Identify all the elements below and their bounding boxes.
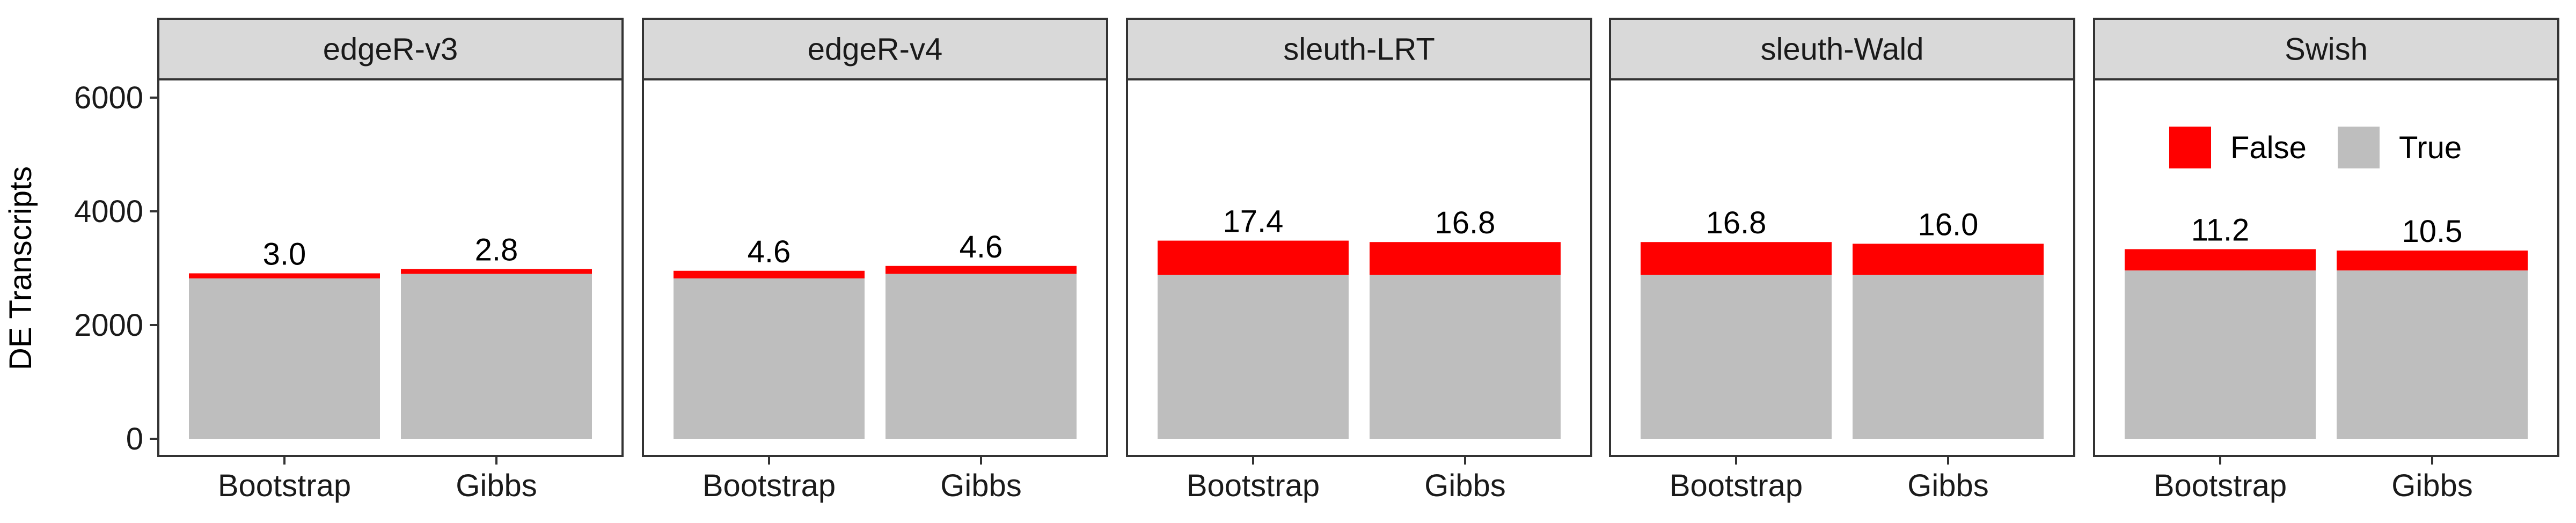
facet-strip: [1126, 18, 1592, 80]
y-tick-label: 4000: [74, 194, 143, 229]
x-tick-label: Gibbs: [456, 468, 537, 503]
x-tick-label: Bootstrap: [1187, 468, 1320, 503]
facet-strip: [642, 18, 1108, 80]
x-tick-label: Bootstrap: [1670, 468, 1803, 503]
facet-strip-label: sleuth-LRT: [1283, 32, 1435, 67]
x-tick-label: Gibbs: [940, 468, 1022, 503]
bar-segment-true: [189, 278, 380, 439]
legend-label-true: True: [2399, 130, 2462, 165]
facet-strip-label: sleuth-Wald: [1760, 32, 1923, 67]
bar-data-label: 16.0: [1918, 207, 1979, 242]
legend-swatch-true: [2338, 127, 2380, 168]
x-tick-label: Bootstrap: [2154, 468, 2287, 503]
x-tick-label: Gibbs: [2391, 468, 2473, 503]
bar-data-label: 16.8: [1706, 205, 1767, 240]
facet-strip-label: edgeR-v3: [323, 32, 458, 67]
y-axis-title: DE Transcripts: [3, 166, 38, 370]
facet-strip-label: Swish: [2285, 32, 2368, 67]
bar-segment-false: [2337, 251, 2528, 271]
facet-strip: [157, 18, 624, 80]
bar-segment-true: [401, 274, 592, 439]
bar-data-label: 17.4: [1223, 204, 1284, 239]
y-tick-label: 6000: [74, 80, 143, 115]
bar-segment-true: [1370, 275, 1561, 439]
x-tick-label: Bootstrap: [702, 468, 836, 503]
bar-segment-true: [885, 274, 1077, 439]
bar-segment-false: [401, 269, 592, 274]
x-tick-label: Gibbs: [1424, 468, 1506, 503]
bar-segment-true: [1158, 275, 1349, 439]
bar-data-label: 2.8: [475, 233, 518, 268]
bar-data-label: 4.6: [960, 230, 1003, 264]
bar-segment-false: [2125, 249, 2316, 271]
y-tick-label: 0: [126, 422, 143, 456]
bar-data-label: 11.2: [2191, 212, 2250, 247]
bar-segment-false: [674, 270, 865, 279]
bar-segment-false: [1853, 244, 2044, 275]
x-tick-label: Bootstrap: [218, 468, 351, 503]
bar-segment-true: [1853, 275, 2044, 439]
facet-strip: [1609, 18, 2075, 80]
bar-data-label: 3.0: [263, 237, 306, 272]
bar-data-label: 16.8: [1435, 205, 1496, 240]
bar-data-label: 4.6: [748, 234, 791, 269]
y-tick-label: 2000: [74, 308, 143, 343]
bar-segment-true: [2337, 270, 2528, 439]
bar-segment-false: [189, 273, 380, 279]
bar-segment-true: [674, 278, 865, 439]
bar-data-label: 10.5: [2402, 214, 2463, 249]
facet-strip: [2093, 18, 2559, 80]
bar-segment-true: [1641, 275, 1832, 439]
bar-segment-false: [1158, 240, 1349, 275]
bar-segment-false: [885, 266, 1077, 274]
x-tick-label: Gibbs: [1907, 468, 1989, 503]
bar-segment-false: [1641, 242, 1832, 275]
legend-swatch-false: [2169, 127, 2211, 168]
bar-segment-true: [2125, 270, 2316, 439]
bar-segment-false: [1370, 242, 1561, 275]
legend-label-false: False: [2230, 130, 2307, 165]
facet-strip-label: edgeR-v4: [808, 32, 942, 67]
